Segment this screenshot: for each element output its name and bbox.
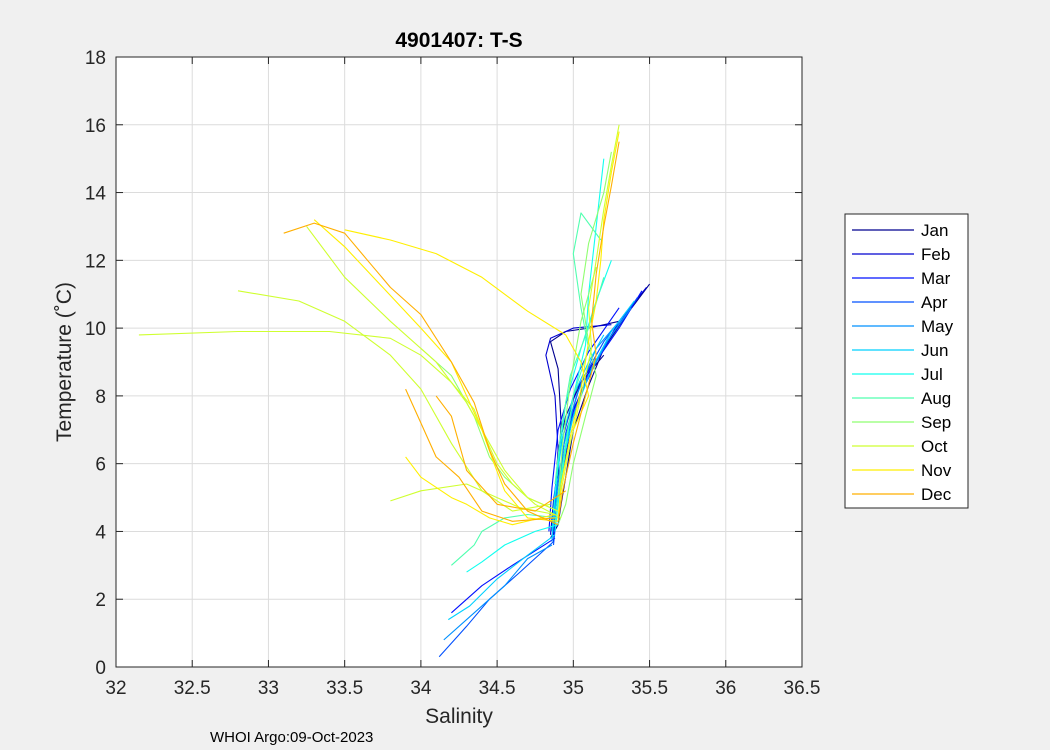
x-tick-label: 33 [258, 678, 279, 699]
y-tick-label: 2 [95, 590, 106, 611]
ticks: 32 32.5 33 33.5 34 34.5 35 35.5 36 36.5 0 2 4 6 8 10 12 1… [85, 48, 821, 699]
profile-line-mar-2 [451, 537, 556, 614]
profile-line-aug-2 [554, 277, 605, 485]
profile-line-jun-2 [448, 534, 556, 621]
x-tick-label: 32 [105, 678, 126, 699]
profile-line-oct-2 [306, 226, 559, 512]
x-tick-label: 32.5 [174, 678, 211, 699]
profile-line-oct-0 [557, 124, 620, 522]
x-tick-label: 34.5 [479, 678, 516, 699]
profile-line-dec-3 [435, 395, 567, 512]
profile-line-nov-0 [557, 131, 620, 518]
y-tick-label: 12 [85, 251, 106, 272]
legend-label-jan: Jan [921, 221, 948, 240]
x-tick-label: 33.5 [326, 678, 363, 699]
plot-area [116, 57, 802, 667]
profile-line-dec-1 [283, 222, 559, 526]
legend-label-jun: Jun [921, 341, 948, 360]
chart-title: 4901407: T-S [395, 29, 522, 52]
profile-line-nov-1 [313, 219, 559, 522]
profile-line-nov-3 [344, 229, 590, 431]
x-tick-label: 35.5 [631, 678, 668, 699]
legend-label-nov: Nov [921, 461, 952, 480]
legend-box [844, 213, 969, 509]
plot-frame [115, 56, 803, 668]
profile-line-aug-1 [451, 513, 559, 566]
x-tick-label: 35 [563, 678, 584, 699]
series-nov [313, 131, 620, 526]
profile-line-nov-2 [405, 456, 556, 526]
profile-line-dec-0 [557, 141, 620, 522]
series-dec [283, 141, 620, 526]
legend: Jan Feb Mar Apr May Jun Jul Aug Sep Oct Nov Dec [844, 213, 969, 509]
y-axis-label: Temperature (˚C) [53, 282, 76, 442]
profile-line-jun-0 [551, 300, 635, 539]
profile-line-aug-0 [554, 212, 602, 525]
legend-label-jul: Jul [921, 365, 943, 384]
x-tick-label: 36.5 [784, 678, 821, 699]
profile-line-oct-1 [138, 330, 562, 519]
y-tick-label: 14 [85, 184, 107, 205]
x-axis-label: Salinity [425, 705, 493, 728]
x-tick-label: 36 [715, 678, 736, 699]
series-oct [138, 124, 620, 522]
series-lines [138, 124, 651, 658]
y-tick-label: 18 [85, 48, 106, 69]
x-tick-label: 34 [410, 678, 432, 699]
legend-label-may: May [921, 317, 954, 336]
legend-label-dec: Dec [921, 485, 952, 504]
profile-line-sep-0 [557, 151, 612, 525]
series-aug [451, 212, 605, 566]
legend-label-mar: Mar [921, 269, 951, 288]
legend-label-aug: Aug [921, 389, 951, 408]
y-tick-label: 0 [95, 658, 106, 679]
profile-line-sep-2 [557, 266, 597, 498]
legend-label-feb: Feb [921, 245, 950, 264]
legend-label-sep: Sep [921, 413, 951, 432]
y-tick-label: 10 [85, 319, 106, 340]
footer-annotation: WHOI Argo:09-Oct-2023 [210, 729, 373, 746]
y-tick-label: 8 [95, 387, 106, 408]
profile-line-dec-2 [405, 388, 556, 522]
profile-line-oct-3 [237, 290, 551, 512]
legend-label-apr: Apr [921, 293, 948, 312]
y-tick-label: 6 [95, 455, 106, 476]
profile-line-jul-2 [466, 524, 559, 573]
profile-line-may-2 [443, 544, 553, 641]
y-tick-label: 16 [85, 116, 106, 137]
legend-label-oct: Oct [921, 437, 948, 456]
y-tick-label: 4 [95, 522, 106, 543]
